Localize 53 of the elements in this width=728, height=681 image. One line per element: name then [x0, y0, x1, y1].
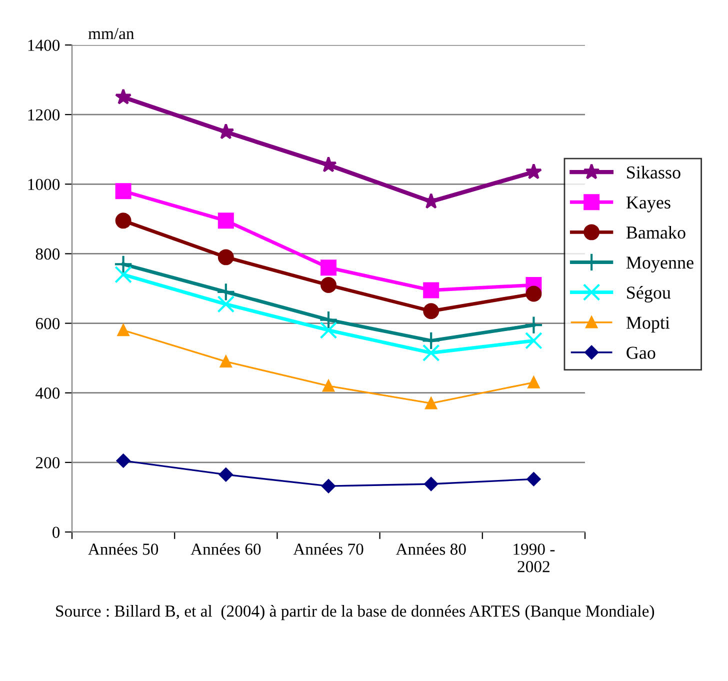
legend-label: Gao	[626, 346, 656, 359]
point	[115, 212, 132, 229]
point	[217, 295, 235, 313]
point	[524, 316, 544, 334]
y-tick-label: 1400	[28, 40, 60, 51]
point	[114, 88, 132, 104]
x-tick-label: Années 50	[88, 543, 158, 555]
point	[525, 332, 542, 350]
point	[320, 322, 338, 339]
point	[322, 380, 334, 392]
point	[115, 183, 132, 200]
point	[423, 282, 440, 298]
legend-label: Kayes	[626, 196, 670, 212]
point	[117, 324, 130, 336]
point	[114, 254, 133, 274]
point	[425, 397, 438, 410]
point	[525, 163, 542, 180]
y-axis-title: mm/an	[88, 28, 134, 40]
point	[320, 260, 336, 276]
point	[218, 249, 234, 266]
y-tick-label: 600	[36, 318, 60, 330]
point	[116, 454, 130, 468]
point	[218, 212, 234, 229]
point	[320, 277, 336, 294]
y-tick-label: 1200	[28, 109, 60, 121]
point	[220, 356, 232, 368]
point	[114, 266, 132, 284]
y-tick-label: 800	[36, 248, 60, 260]
legend-label: Moyenne	[626, 256, 694, 272]
legend-label: Bamako	[626, 226, 686, 239]
point	[218, 468, 233, 482]
point	[526, 472, 541, 486]
point	[319, 310, 338, 330]
y-tick-label: 200	[36, 457, 60, 468]
y-tick-label: 400	[36, 388, 60, 399]
legend-label: Ségou	[627, 286, 671, 302]
x-tick-label: 1990 - 2002	[514, 544, 555, 572]
y-tick-label: 0	[52, 526, 60, 538]
point	[422, 331, 440, 350]
point	[424, 477, 438, 491]
x-tick-label: Années 60	[190, 543, 261, 555]
point	[526, 286, 542, 302]
point	[216, 282, 236, 302]
point	[423, 303, 440, 320]
point	[322, 479, 336, 494]
legend-label: Mopti	[626, 316, 670, 333]
x-tick-label: Années 70	[293, 543, 364, 555]
point	[422, 344, 440, 362]
x-tick-label: Années 80	[396, 543, 466, 555]
point	[528, 376, 540, 388]
legend-label: Sikasso	[627, 166, 680, 179]
y-tick-label: 1000	[28, 178, 60, 190]
source-note: Source : Billard B, et al (2004) à partir de la base de données ARTES (Banque Mondiale)	[56, 605, 654, 620]
